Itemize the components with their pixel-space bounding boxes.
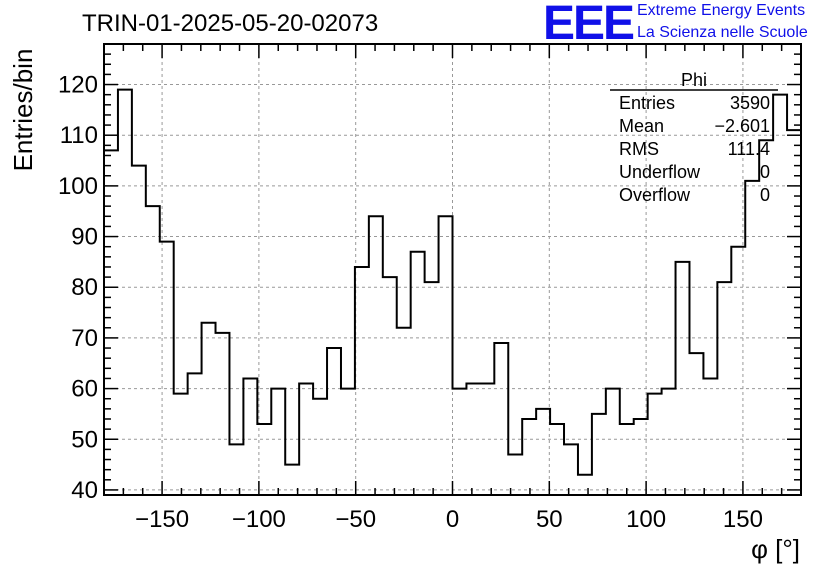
histogram-bin [703,378,717,495]
histogram-bin [104,150,118,495]
eee-logo: EEE [543,0,635,50]
histogram-bin [606,389,620,495]
x-tick-label: 50 [536,506,563,533]
histogram-bin [787,130,801,495]
y-tick-label: 90 [71,224,98,251]
y-tick-label: 80 [71,274,98,301]
stats-label-mean: Mean [619,116,665,136]
stats-label-rms: RMS [619,139,659,159]
chart-title: TRIN-01-2025-05-20-02073 [82,10,379,37]
stats-value-underflow: 0 [759,162,770,182]
histogram-bin [132,166,146,495]
x-tick-label: 0 [446,506,459,533]
y-tick-label: 100 [58,173,98,200]
histogram-bin [229,444,243,495]
histogram-bin [536,409,550,495]
histogram-bin [397,328,411,495]
histogram-outline [104,88,801,476]
y-tick-label: 120 [58,72,98,99]
histogram-bin [522,419,536,495]
x-tick-labels: −150 −100 −50 0 50 100 150 [135,506,763,533]
histogram-bin [369,216,383,495]
histogram-bin [578,475,592,495]
y-tick-label: 50 [71,426,98,453]
brand-line-2: La Scienza nelle Scuole [637,24,808,41]
histogram-bin [146,206,160,495]
histogram-bin [662,389,676,495]
histogram-bin [411,252,425,495]
histogram-bin [676,262,690,495]
histogram-bin [383,277,397,495]
x-tick-label: −150 [135,506,189,533]
histogram-bin [202,323,216,495]
histogram-bin [439,216,453,495]
histogram-bin [174,394,188,495]
histogram-bin [271,389,285,495]
histogram-bin [341,389,355,495]
histogram-bin [355,267,369,495]
x-tick-label: −100 [232,506,286,533]
brand-line-1: Extreme Energy Events [637,2,806,19]
axis-ticks [104,43,801,495]
histogram-bin [299,384,313,495]
histogram-bin [494,343,508,495]
histogram-bin [118,90,132,495]
stats-label-underflow: Underflow [619,162,701,182]
stats-label-overflow: Overflow [619,185,691,205]
y-tick-label: 60 [71,376,98,403]
y-tick-label: 40 [71,477,98,504]
stats-value-mean: −2.601 [714,116,770,136]
histogram-bin [216,333,230,495]
stats-value-overflow: 0 [759,185,770,205]
x-tick-label: 100 [626,506,666,533]
histogram-bin [243,378,257,495]
histogram-bin [592,414,606,495]
y-tick-labels: 40 50 60 70 80 90 100 110 120 [58,72,98,504]
histogram-bin [453,389,467,495]
y-axis-title: Entries/bin [8,49,38,172]
histogram-bin [773,95,787,495]
histogram-bin [188,373,202,495]
histogram-bin [689,353,703,495]
stats-label-entries: Entries [619,93,676,113]
x-tick-label: −50 [335,506,376,533]
x-tick-label: 150 [723,506,763,533]
x-axis-title: φ [°] [751,534,800,564]
histogram-bin [550,424,564,495]
histogram-bin [564,444,578,495]
stats-value-entries: 3590 [729,93,770,113]
stats-value-rms: 111.4 [727,139,770,159]
stats-name: Phi [680,70,707,90]
histogram-bin [327,348,341,495]
y-tick-label: 70 [71,325,98,352]
histogram-bin [620,424,634,495]
y-tick-label: 110 [60,122,98,149]
histogram-bin [648,394,662,495]
histogram-bin [313,399,327,495]
